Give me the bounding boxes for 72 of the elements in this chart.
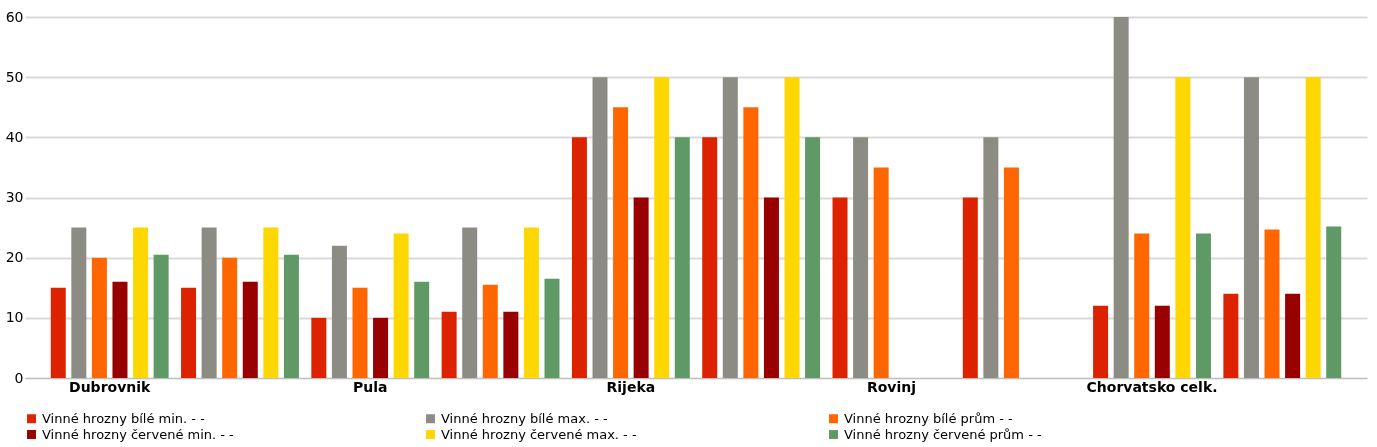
bar (112, 281, 128, 378)
bar (1093, 305, 1109, 378)
bar (853, 137, 869, 378)
bar (592, 77, 608, 378)
bar (414, 281, 430, 378)
bar (1195, 233, 1211, 378)
bar (222, 257, 238, 378)
bar (331, 245, 347, 378)
bar (633, 197, 649, 378)
bar (1264, 229, 1280, 378)
legend-label: Vinné hrozny bílé max. - - (441, 410, 608, 426)
bar (743, 107, 759, 378)
x-tick-label: Chorvatsko celk. (1086, 378, 1218, 395)
bar (571, 137, 587, 378)
bar (1175, 77, 1191, 378)
y-tick-label: 50 (5, 68, 24, 85)
y-tick-label: 60 (5, 8, 24, 25)
bar (71, 227, 87, 378)
x-tick-label: Rijeka (606, 378, 656, 395)
bar (1154, 305, 1170, 378)
bar (983, 137, 999, 378)
bar (763, 197, 779, 378)
bar (702, 137, 718, 378)
bar (613, 107, 629, 378)
bar (1243, 77, 1259, 378)
legend-label: Vinné hrozny červené prům - - (844, 426, 1042, 442)
legend-label: Vinné hrozny bílé prům - - (844, 410, 1014, 426)
bar (503, 311, 519, 378)
bar (674, 137, 690, 378)
bar (654, 77, 670, 378)
y-tick-label: 40 (5, 128, 24, 145)
y-tick-label: 0 (14, 369, 24, 386)
bar (393, 233, 409, 378)
y-tick-label: 30 (5, 189, 24, 205)
bar (201, 227, 217, 378)
bar (1285, 293, 1301, 378)
bar (1223, 293, 1239, 378)
x-tick-label: Rovinj (866, 378, 916, 395)
legend-label: Vinné hrozny červené min. - - (42, 426, 235, 442)
bar (1003, 167, 1019, 378)
x-tick-label: Dubrovnik (69, 378, 152, 395)
y-tick-label: 20 (5, 249, 24, 266)
bar (352, 287, 368, 378)
bar (523, 227, 539, 378)
legend-label: Vinné hrozny bílé min. - - (42, 410, 206, 426)
bar (283, 254, 299, 378)
bar (263, 227, 279, 378)
bar (91, 257, 107, 378)
bar (311, 317, 327, 378)
bar (1134, 233, 1150, 378)
y-tick-label: 10 (5, 309, 24, 326)
bar (805, 137, 821, 378)
bar (242, 281, 258, 378)
bar (1113, 17, 1129, 378)
bar (1305, 77, 1321, 378)
x-tick-label: Pula (353, 378, 388, 395)
bar (832, 197, 848, 378)
bar (482, 284, 498, 378)
bar (462, 227, 478, 378)
bar (133, 227, 149, 378)
bar (153, 254, 169, 378)
bar (1326, 226, 1342, 378)
bar (962, 197, 978, 378)
legend-label: Vinné hrozny červené max. - - (441, 426, 637, 442)
bar (373, 317, 389, 378)
bar (722, 77, 738, 378)
bar (873, 167, 889, 378)
bar (544, 278, 560, 378)
bar (50, 287, 66, 378)
bar (784, 77, 800, 378)
bar (181, 287, 197, 378)
bar (441, 311, 457, 378)
